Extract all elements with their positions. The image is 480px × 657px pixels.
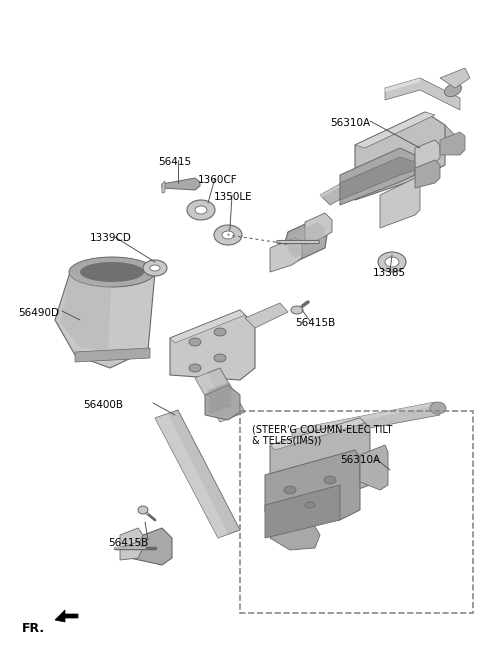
Polygon shape (287, 222, 325, 258)
Polygon shape (162, 181, 165, 193)
Text: 56310A: 56310A (330, 118, 370, 128)
Ellipse shape (324, 476, 336, 484)
Polygon shape (340, 148, 415, 205)
Polygon shape (170, 310, 255, 380)
Polygon shape (270, 238, 302, 272)
Polygon shape (305, 213, 332, 245)
Polygon shape (282, 218, 328, 262)
Text: 56415B: 56415B (295, 318, 335, 328)
Ellipse shape (291, 306, 303, 314)
Ellipse shape (305, 502, 315, 508)
Polygon shape (60, 272, 112, 350)
Text: 56415: 56415 (158, 157, 191, 167)
Ellipse shape (187, 200, 215, 220)
Polygon shape (415, 140, 440, 170)
Polygon shape (360, 445, 388, 490)
Polygon shape (207, 392, 232, 404)
Polygon shape (270, 418, 365, 450)
Polygon shape (75, 348, 150, 362)
Polygon shape (355, 112, 435, 148)
Ellipse shape (189, 338, 201, 346)
Text: 56490D: 56490D (18, 308, 59, 318)
Polygon shape (440, 132, 465, 155)
Text: 56415B: 56415B (108, 538, 148, 548)
Polygon shape (340, 157, 415, 200)
Ellipse shape (150, 265, 160, 271)
Polygon shape (120, 528, 143, 548)
Ellipse shape (444, 83, 462, 97)
Polygon shape (245, 303, 288, 328)
Polygon shape (207, 397, 232, 409)
Polygon shape (440, 68, 470, 88)
Polygon shape (380, 178, 420, 228)
Polygon shape (120, 542, 143, 560)
Ellipse shape (138, 506, 148, 514)
Polygon shape (155, 410, 240, 538)
Polygon shape (205, 385, 240, 420)
Polygon shape (55, 272, 155, 368)
Ellipse shape (378, 252, 406, 272)
Ellipse shape (284, 486, 296, 494)
Polygon shape (207, 382, 232, 394)
Polygon shape (270, 518, 320, 550)
Polygon shape (290, 402, 435, 434)
Polygon shape (265, 485, 340, 538)
Polygon shape (162, 178, 200, 190)
Polygon shape (415, 160, 440, 188)
Ellipse shape (222, 231, 234, 239)
Text: 1350LE: 1350LE (214, 192, 252, 202)
Polygon shape (195, 373, 232, 422)
Polygon shape (55, 610, 78, 622)
Polygon shape (355, 112, 445, 200)
Polygon shape (170, 310, 245, 343)
Polygon shape (155, 414, 228, 538)
Text: FR.: FR. (22, 622, 45, 635)
Ellipse shape (214, 225, 242, 245)
Ellipse shape (430, 402, 446, 414)
Text: (STEER'G COLUMN-ELEC TILT
& TELES(IMS)): (STEER'G COLUMN-ELEC TILT & TELES(IMS)) (252, 424, 392, 445)
Polygon shape (265, 450, 360, 520)
Polygon shape (207, 387, 232, 399)
Polygon shape (320, 125, 455, 205)
Polygon shape (385, 78, 420, 92)
Polygon shape (270, 418, 370, 492)
Text: 56400B: 56400B (83, 400, 123, 410)
Ellipse shape (385, 257, 399, 267)
Ellipse shape (143, 260, 167, 276)
Polygon shape (290, 402, 440, 442)
Ellipse shape (189, 364, 201, 372)
Ellipse shape (69, 257, 155, 287)
Polygon shape (130, 528, 172, 565)
Polygon shape (207, 402, 232, 414)
Text: 13385: 13385 (373, 268, 406, 278)
Polygon shape (320, 125, 445, 198)
Bar (240, 411, 473, 613)
Polygon shape (195, 368, 245, 422)
Ellipse shape (80, 262, 144, 282)
Text: 1360CF: 1360CF (198, 175, 238, 185)
Ellipse shape (214, 354, 226, 362)
Polygon shape (385, 78, 460, 110)
Text: 56310A: 56310A (340, 455, 380, 465)
Ellipse shape (214, 328, 226, 336)
Ellipse shape (195, 206, 207, 214)
Text: 1339CD: 1339CD (90, 233, 132, 243)
